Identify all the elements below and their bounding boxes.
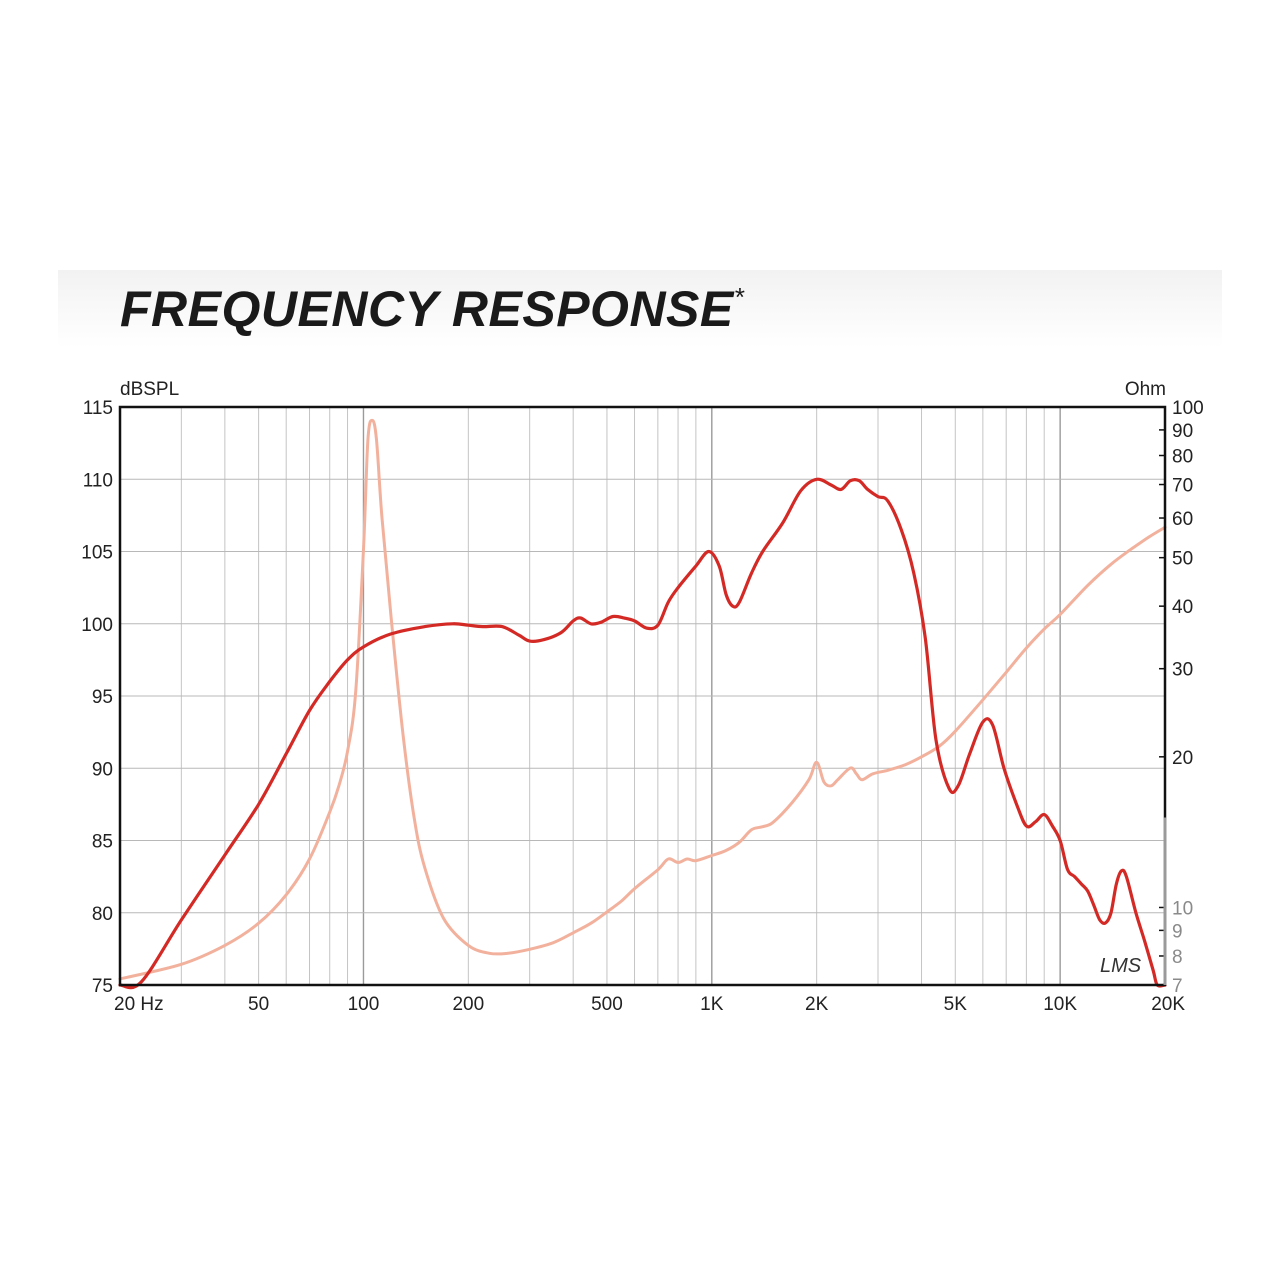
right-tick-label: 40	[1172, 597, 1193, 618]
right-axis-label: Ohm	[1125, 379, 1166, 400]
curves	[118, 418, 1167, 990]
right-tick-label: 8	[1172, 947, 1183, 968]
right-tick-label: 90	[1172, 421, 1193, 442]
title-band	[58, 270, 1222, 348]
x-tick-label: 500	[591, 994, 623, 1015]
impedance-curve	[118, 418, 1167, 981]
left-tick-label: 110	[83, 470, 113, 491]
spl-curve	[118, 477, 1167, 990]
chart-title: FREQUENCY RESPONSE*	[120, 280, 744, 338]
x-axis-ticks: 20 Hz 50 100 200 500 1K 2K 5K 10K 20K	[114, 994, 1185, 1015]
plot-frame	[118, 405, 1167, 987]
left-tick-label: 100	[81, 615, 113, 636]
right-tick-label: 7	[1172, 976, 1183, 997]
left-tick-label: 85	[92, 832, 113, 853]
lms-watermark: LMS	[1100, 955, 1142, 977]
right-tick-label: 9	[1172, 921, 1183, 942]
left-tick-label: 75	[92, 976, 113, 997]
left-axis-label: dBSPL	[120, 379, 179, 400]
x-tick-label: 5K	[944, 994, 968, 1015]
right-tick-label: 30	[1172, 660, 1193, 681]
x-tick-label: 200	[452, 994, 484, 1015]
left-tick-label: 95	[92, 687, 113, 708]
x-tick-label: 2K	[805, 994, 829, 1015]
x-tick-label: 10K	[1043, 994, 1077, 1015]
right-tick-label: 50	[1172, 549, 1193, 570]
right-tick-label: 60	[1172, 509, 1193, 530]
right-tick-label: 20	[1172, 748, 1193, 769]
x-tick-label: 100	[348, 994, 380, 1015]
x-tick-label: 20 Hz	[114, 994, 164, 1015]
chart-title-text: FREQUENCY RESPONSE	[120, 281, 734, 337]
title-footnote-mark: *	[733, 282, 745, 312]
x-tick-label: 20K	[1151, 994, 1185, 1015]
left-tick-label: 80	[92, 904, 113, 925]
grid	[120, 407, 1165, 985]
left-tick-label: 90	[92, 759, 113, 780]
right-tick-label: 80	[1172, 447, 1193, 468]
x-tick-label: 1K	[700, 994, 724, 1015]
left-tick-label: 105	[81, 543, 113, 564]
left-tick-label: 115	[83, 398, 113, 419]
x-tick-label: 50	[248, 994, 269, 1015]
left-axis-ticks: 75 80 85 90 95 100 105 110 115	[81, 398, 113, 997]
right-tick-label: 70	[1172, 476, 1193, 497]
right-tick-label: 10	[1172, 898, 1193, 919]
right-tick-label: 100	[1172, 398, 1204, 419]
